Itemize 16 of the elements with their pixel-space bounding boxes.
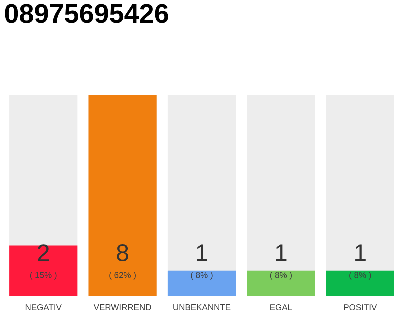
data-label: 1: [276, 244, 287, 262]
data-label: 2: [38, 244, 50, 262]
annotation: ( 15% ): [30, 272, 57, 280]
chart-title: 08975695426: [5, 4, 168, 24]
annotation: ( 62% ): [110, 272, 136, 280]
data-label: 8: [117, 244, 128, 262]
data-label: 1: [197, 244, 208, 262]
x-tick-label: POSITIV: [344, 304, 378, 311]
annotation: ( 8% ): [270, 272, 292, 280]
data-label: 1: [356, 244, 366, 262]
x-tick-label: EGAL: [270, 304, 292, 311]
x-tick-label: UNBEKANNTE: [174, 304, 231, 310]
x-tick-label: NEGATIV: [26, 304, 62, 311]
x-tick-label: VERWIRREND: [94, 304, 152, 310]
annotation: ( 8% ): [350, 272, 372, 280]
annotation: ( 8% ): [191, 272, 213, 280]
